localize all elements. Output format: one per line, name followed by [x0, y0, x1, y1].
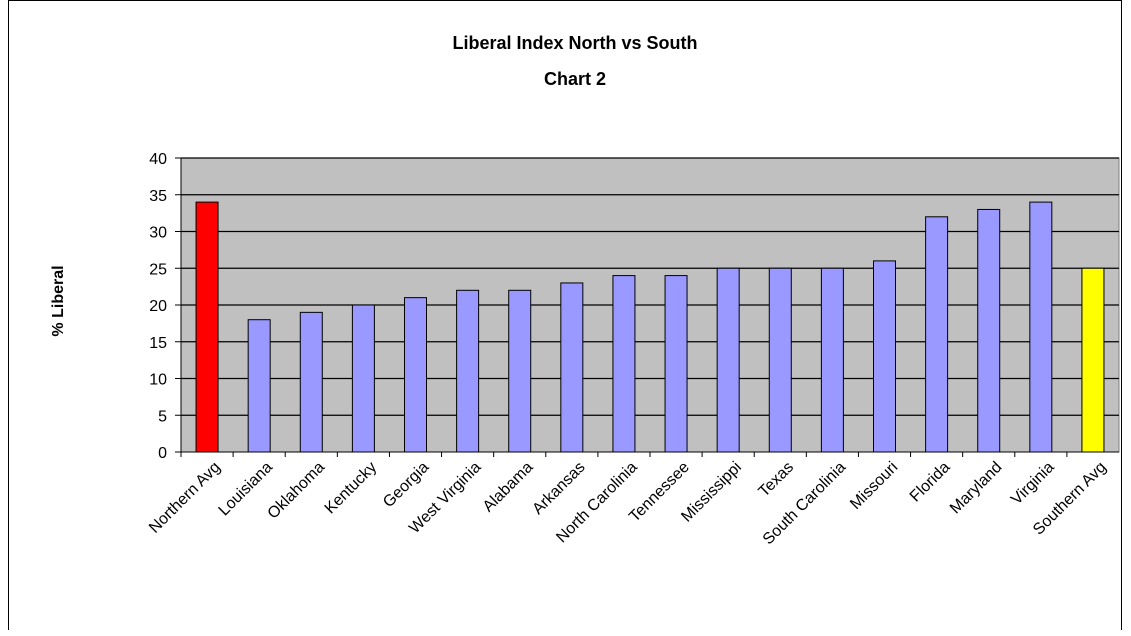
bar — [1081, 267, 1105, 453]
bar — [664, 275, 688, 453]
bar-chart: Liberal Index North vs South Chart 2 % L… — [50, 33, 1120, 548]
chart-frame: Liberal Index North vs South Chart 2 % L… — [8, 0, 1122, 630]
x-tick-label: Texas — [756, 459, 798, 501]
y-tick-label: 20 — [149, 298, 167, 315]
x-tick-label: Georgia — [380, 459, 432, 511]
x-tick-label: Alabama — [480, 459, 537, 516]
bar — [247, 319, 271, 453]
bar — [716, 267, 740, 453]
y-tick-label: 5 — [158, 408, 167, 425]
bar — [560, 282, 584, 453]
y-axis-label: % Liberal — [50, 265, 67, 336]
x-tick-label: Northern Avg — [146, 459, 224, 537]
x-tick-label: Maryland — [947, 459, 1006, 518]
chart-title: Liberal Index North vs South — [452, 33, 697, 53]
bar — [820, 267, 844, 453]
bar — [508, 289, 532, 453]
x-tick-label: Kentucky — [322, 459, 381, 518]
bar — [925, 216, 949, 453]
bar — [351, 304, 375, 453]
y-tick-label: 15 — [149, 335, 167, 352]
chart-subtitle: Chart 2 — [544, 69, 606, 89]
bar — [456, 289, 480, 453]
y-tick-label: 25 — [149, 261, 167, 278]
x-tick-label: Oklahoma — [265, 459, 329, 523]
y-tick-label: 10 — [149, 372, 167, 389]
x-tick-label: Missouri — [847, 459, 901, 513]
bar — [977, 208, 1001, 453]
bar — [768, 267, 792, 453]
bar — [195, 201, 219, 453]
y-tick-label: 0 — [158, 445, 167, 462]
bar — [1029, 201, 1053, 453]
x-tick-label: Florida — [907, 459, 954, 506]
x-tick-label: Virginia — [1008, 459, 1058, 509]
y-tick-label: 35 — [149, 188, 167, 205]
y-tick-label: 40 — [149, 151, 167, 168]
y-tick-label: 30 — [149, 225, 167, 242]
bar — [299, 311, 323, 453]
bar — [612, 275, 636, 453]
bar — [404, 297, 427, 453]
bar — [873, 260, 896, 453]
